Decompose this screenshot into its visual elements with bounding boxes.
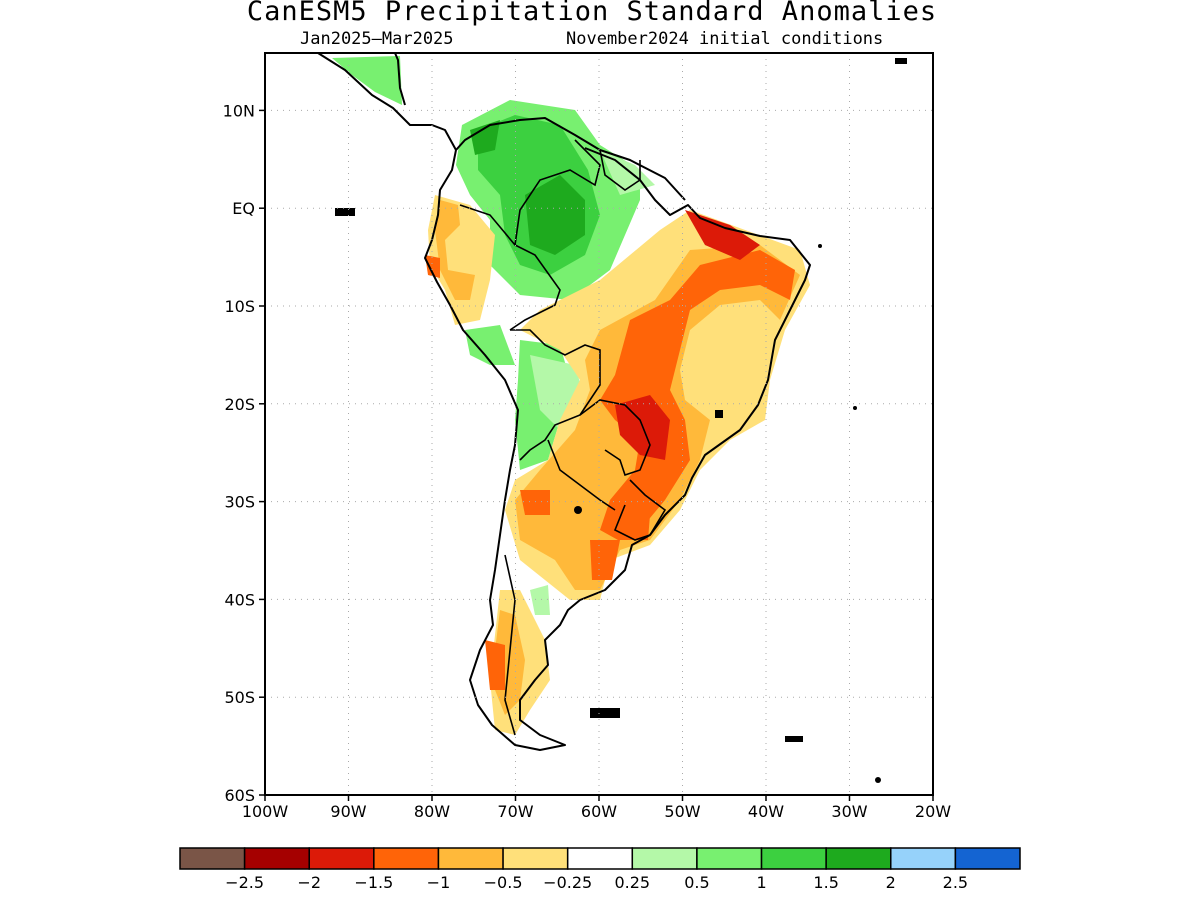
caribbean-coast (394, 52, 686, 201)
colorbar-swatch (566, 847, 634, 870)
graticule (265, 53, 933, 795)
lon-tick-label: 70W (497, 802, 533, 821)
colorbar-swatch (308, 847, 375, 870)
dry-region-chaco (520, 490, 550, 515)
colorbar-label: −0.25 (543, 873, 592, 892)
colorbar-swatch (179, 847, 246, 870)
colorbar-swatch (631, 847, 698, 870)
latitude-labels: 10N EQ 10S 20S 30S 40S 50S 60S (223, 101, 255, 805)
country-borders (459, 139, 667, 736)
initial-conditions: November2024 initial conditions (566, 29, 884, 49)
dry-region-ecuador-peru-core (435, 200, 475, 300)
lon-tick-label: 50W (664, 802, 700, 821)
colorbar-swatch (243, 847, 310, 870)
dry-region-ecuador-coast (425, 255, 440, 278)
lon-tick-label: 60W (581, 802, 617, 821)
islands (335, 58, 907, 783)
colorbar-label: 1.5 (813, 873, 838, 892)
colorbar-swatch (890, 847, 957, 870)
colorbar-swatch (760, 847, 827, 870)
lon-tick-label: 20W (915, 802, 951, 821)
lat-tick-label: 20S (224, 395, 255, 414)
coastline (317, 52, 811, 751)
colorbar-label: 2.5 (943, 873, 968, 892)
lat-tick-label: 40S (224, 590, 255, 609)
colorbar-label: −1 (427, 873, 451, 892)
colorbar-swatch (373, 847, 440, 870)
lon-tick-label: 80W (414, 802, 450, 821)
forecast-period: Jan2025–Mar2025 (300, 29, 454, 49)
wet-region-north-peak-2 (470, 120, 500, 155)
colorbar-label: 0.5 (684, 873, 709, 892)
wet-region-guianas (600, 150, 655, 195)
lat-tick-label: 10N (223, 101, 255, 120)
colorbar (179, 847, 1021, 870)
colorbar-label: −2.5 (225, 873, 264, 892)
colorbar-swatch (437, 847, 504, 870)
longitude-labels: 100W 90W 80W 70W 60W 50W 40W 30W 20W (242, 802, 951, 821)
dry-region-patagonia-strong (485, 640, 505, 690)
lon-tick-label: 100W (242, 802, 289, 821)
central-america-coast (317, 52, 457, 151)
colorbar-label: −1.5 (354, 873, 393, 892)
anomaly-shading (332, 56, 810, 735)
wet-region-andes-west (465, 325, 515, 365)
lon-tick-label: 40W (748, 802, 784, 821)
axis-ticks (259, 109, 934, 801)
lon-tick-label: 90W (330, 802, 366, 821)
colorbar-label: −0.5 (484, 873, 523, 892)
dry-region-pampas (590, 540, 620, 580)
wet-region-patagonia (530, 585, 550, 615)
lon-tick-label: 30W (831, 802, 867, 821)
colorbar-swatch (825, 847, 892, 870)
lat-tick-label: 50S (224, 688, 255, 707)
wet-region-central-america (332, 56, 402, 105)
lat-tick-label: EQ (232, 199, 255, 218)
colorbar-swatch (696, 847, 763, 870)
wet-region-north-peak (525, 175, 585, 255)
colorbar-swatch (502, 847, 569, 870)
dry-region-northeast-peak (685, 210, 760, 260)
south-america-coast (424, 147, 811, 751)
colorbar-label: 1 (756, 873, 766, 892)
lat-tick-label: 30S (224, 493, 255, 512)
lat-tick-label: 10S (224, 297, 255, 316)
colorbar-label: −2 (297, 873, 321, 892)
colorbar-label: 0.25 (614, 873, 650, 892)
lat-tick-label: 60S (224, 786, 255, 805)
colorbar-labels: −2.5 −2 −1.5 −1 −0.5 −0.25 0.25 0.5 1 1.5 2 2.5 (225, 873, 968, 892)
dry-region-brazil-strong (600, 250, 795, 540)
map-title: CanESM5 Precipitation Standard Anomalies (246, 0, 938, 27)
colorbar-swatch (954, 847, 1021, 870)
colorbar-label: 2 (886, 873, 896, 892)
